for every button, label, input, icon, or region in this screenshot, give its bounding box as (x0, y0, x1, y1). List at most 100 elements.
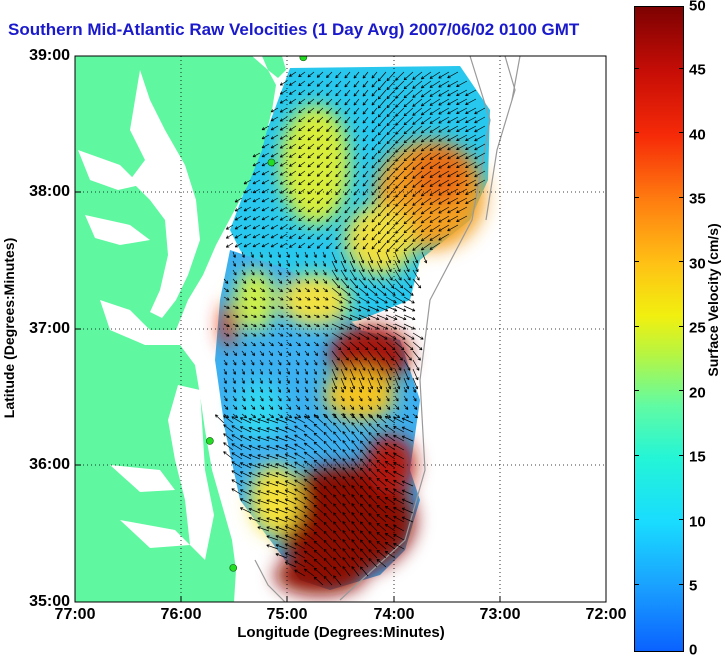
velocity-vector (294, 560, 306, 568)
velocity-vector (353, 170, 360, 178)
velocity-vector (360, 530, 369, 541)
velocity-vector (286, 386, 290, 393)
velocity-vector (429, 116, 441, 124)
velocity-vector (248, 516, 261, 523)
velocity-vector (358, 332, 370, 340)
velocity-vector (294, 452, 306, 460)
velocity-vector (358, 359, 366, 371)
velocity-vector (447, 188, 459, 196)
velocity-vector (420, 107, 432, 116)
velocity-vector (307, 215, 315, 222)
y-tick-label: 35:00 (29, 593, 70, 610)
velocity-vector (322, 395, 327, 402)
velocity-vector (241, 323, 248, 327)
velocity-vector (279, 134, 288, 140)
velocity-vector (340, 350, 349, 361)
velocity-vector (342, 557, 351, 568)
velocity-vector (349, 287, 360, 296)
velocity-vector (386, 224, 396, 235)
velocity-vector (289, 134, 297, 140)
velocity-vector (275, 463, 288, 469)
velocity-vector (474, 143, 486, 151)
velocity-vector (362, 224, 369, 232)
velocity-vector (438, 71, 450, 79)
velocity-vector (376, 395, 381, 402)
velocity-vector (393, 488, 405, 496)
velocity-vector (286, 413, 293, 419)
velocity-vector (358, 251, 365, 264)
velocity-vector (386, 125, 396, 136)
velocity-vector (394, 287, 405, 296)
velocity-vector (313, 305, 320, 309)
velocity-vector (420, 170, 432, 179)
velocity-vector (351, 557, 360, 568)
velocity-vector (303, 496, 315, 505)
velocity-vector (371, 179, 378, 187)
velocity-vector (323, 485, 333, 496)
velocity-vector (298, 125, 306, 132)
velocity-vector (331, 251, 338, 264)
velocity-vector (232, 332, 239, 337)
colorbar-tick (634, 455, 684, 456)
velocity-vector (307, 71, 315, 78)
velocity-vector (232, 296, 239, 301)
velocity-vector (275, 526, 288, 532)
velocity-vector (304, 350, 310, 356)
velocity-vector (465, 125, 477, 133)
velocity-vector (323, 566, 333, 577)
velocity-vector (395, 134, 405, 144)
velocity-vector (277, 368, 281, 375)
velocity-vector (367, 260, 374, 273)
velocity-vector (257, 418, 270, 424)
velocity-vector (294, 434, 306, 442)
velocity-vector (403, 323, 416, 330)
velocity-vector (304, 278, 310, 284)
velocity-vector (394, 368, 401, 381)
velocity-vector (367, 359, 375, 371)
velocity-vector (279, 242, 288, 248)
velocity-vector (395, 107, 405, 117)
velocity-vector (335, 206, 342, 214)
velocity-vector (474, 107, 486, 115)
velocity-vector (367, 278, 377, 289)
velocity-vector (360, 503, 369, 514)
velocity-vector (368, 450, 378, 460)
velocity-vector (353, 224, 360, 232)
velocity-vector (333, 530, 342, 541)
velocity-vector (465, 161, 477, 169)
velocity-vector (395, 233, 405, 243)
velocity-vector (447, 179, 459, 187)
velocity-vector (412, 332, 424, 340)
velocity-vector (376, 341, 387, 351)
velocity-vector (266, 535, 279, 541)
velocity-vector (342, 413, 351, 424)
velocity-vector (223, 287, 229, 293)
velocity-vector (239, 453, 252, 460)
velocity-vector (420, 125, 432, 134)
velocity-vector (231, 470, 243, 478)
velocity-vector (394, 386, 398, 393)
velocity-vector (376, 531, 387, 541)
velocity-vector (412, 125, 423, 134)
velocity-vector (377, 89, 387, 100)
velocity-vector (277, 332, 284, 337)
velocity-vector (275, 445, 288, 451)
velocity-vector (385, 395, 390, 402)
velocity-vector (465, 107, 477, 115)
velocity-vector (351, 566, 360, 577)
velocity-vector (239, 462, 252, 469)
velocity-vector (377, 116, 387, 127)
velocity-vector (395, 71, 405, 81)
colorbar-label: 25 (689, 319, 706, 337)
velocity-vector (401, 507, 414, 514)
velocity-vector (342, 422, 351, 433)
velocity-vector (295, 341, 301, 347)
velocity-vector (344, 242, 351, 250)
velocity-vector (377, 71, 387, 82)
velocity-vector (394, 314, 407, 321)
velocity-vector (333, 503, 342, 514)
velocity-vector (420, 89, 432, 98)
velocity-vector (385, 314, 398, 321)
velocity-vector (248, 426, 261, 433)
colorbar (634, 6, 684, 652)
